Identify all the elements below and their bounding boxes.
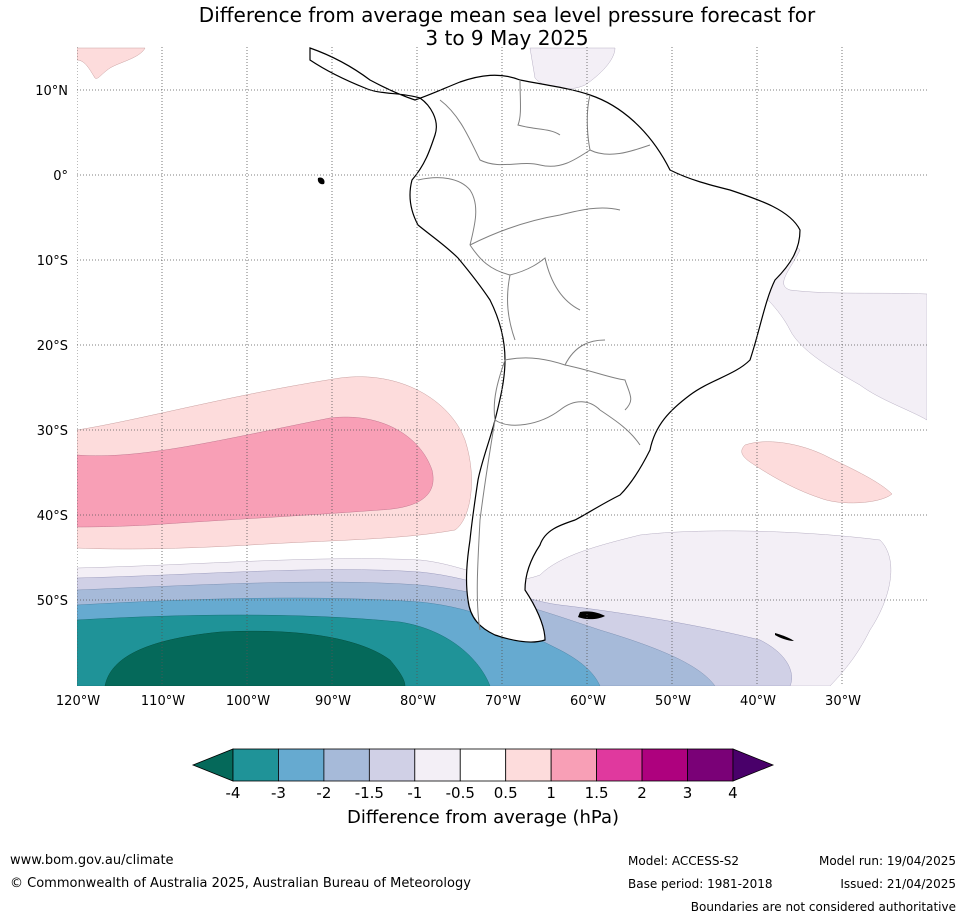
anomaly-region-atlantic-positive-0-5 (741, 441, 893, 504)
boundary-disclaimer: Boundaries are not considered authoritat… (690, 900, 956, 914)
colorbar-tick-label: -0.5 (446, 784, 475, 802)
lon-label: 30°W (825, 694, 861, 709)
lat-label: 10°N (35, 84, 68, 99)
longitude-labels: 120°W 110°W 100°W 90°W 80°W 70°W 60°W 50… (56, 694, 861, 709)
colorbar-title: Difference from average (hPa) (346, 807, 620, 828)
colorbar-tick-label: 1 (546, 784, 556, 802)
colorbar-cell (505, 748, 552, 782)
model-name: Model: ACCESS-S2 (628, 854, 740, 868)
latitude-labels: 10°N 0° 10°S 20°S 30°S 40°S 50°S (35, 84, 68, 609)
colorbar-tick-label: -1.5 (355, 784, 384, 802)
lon-label: 110°W (141, 694, 185, 709)
colorbar-tick-label: -4 (226, 784, 241, 802)
colorbar-cell (550, 748, 598, 782)
lat-label: 30°S (37, 424, 68, 439)
title-line-2: 3 to 9 May 2025 (425, 26, 589, 50)
colorbar-extend-low (191, 748, 234, 782)
colorbar-tick-label: 2 (637, 784, 647, 802)
lon-label: 40°W (740, 694, 776, 709)
colorbar-tick-label: 1.5 (585, 784, 609, 802)
colorbar-cell (232, 748, 279, 782)
map-title: Difference from average mean sea level p… (0, 4, 965, 50)
issued-date: Issued: 21/04/2025 (840, 877, 956, 891)
colorbar-cell (368, 748, 416, 782)
colorbar-tick-label: 0.5 (494, 784, 518, 802)
colorbar-tick-label: 4 (728, 784, 738, 802)
colorbar-tick-label: -3 (271, 784, 286, 802)
lon-label: 80°W (400, 694, 436, 709)
lon-label: 90°W (315, 694, 351, 709)
copyright-text: © Commonwealth of Australia 2025, Austra… (10, 876, 471, 891)
model-run-date: Model run: 19/04/2025 (818, 854, 956, 868)
lat-label: 10°S (37, 254, 68, 269)
lat-label: 40°S (37, 509, 68, 524)
title-line-1: Difference from average mean sea level p… (198, 3, 816, 27)
colorbar-extend-high (732, 748, 775, 782)
colorbar-cell (414, 748, 461, 782)
anomaly-field (77, 47, 927, 686)
colorbar-cell (596, 748, 643, 782)
anomaly-region-north-positive-0-5 (77, 47, 146, 79)
base-period: Base period: 1981-2018 (628, 877, 773, 891)
graticule (77, 47, 927, 686)
lon-label: 120°W (56, 694, 100, 709)
colorbar: -4 -3 -2 -1.5 -1 -0.5 0.5 1 1.5 2 3 4 (191, 748, 775, 802)
anomaly-region-positive-1 (77, 416, 434, 528)
lon-label: 60°W (570, 694, 606, 709)
colorbar-cell (459, 748, 507, 782)
country-boundaries (417, 79, 651, 631)
anomaly-region-negative-4 (104, 630, 406, 686)
colorbar-tick-label: 3 (683, 784, 693, 802)
colorbar-cell (323, 748, 370, 782)
lat-label: 50°S (37, 594, 68, 609)
lat-label: 0° (53, 169, 68, 184)
falkland-islands (578, 611, 605, 620)
website-link[interactable]: www.bom.gov.au/climate (10, 853, 174, 868)
lon-label: 50°W (655, 694, 691, 709)
lon-label: 100°W (226, 694, 270, 709)
lat-label: 20°S (37, 339, 68, 354)
colorbar-cell (278, 748, 325, 782)
colorbar-tick-label: -1 (407, 784, 422, 802)
colorbar-cell (641, 748, 688, 782)
galapagos-islands (317, 177, 325, 185)
south-georgia-island (775, 633, 794, 641)
colorbar-tick-label: -2 (316, 784, 331, 802)
lon-label: 70°W (485, 694, 521, 709)
anomaly-region-north-negative-0-5 (529, 47, 616, 90)
colorbar-cell (687, 748, 734, 782)
